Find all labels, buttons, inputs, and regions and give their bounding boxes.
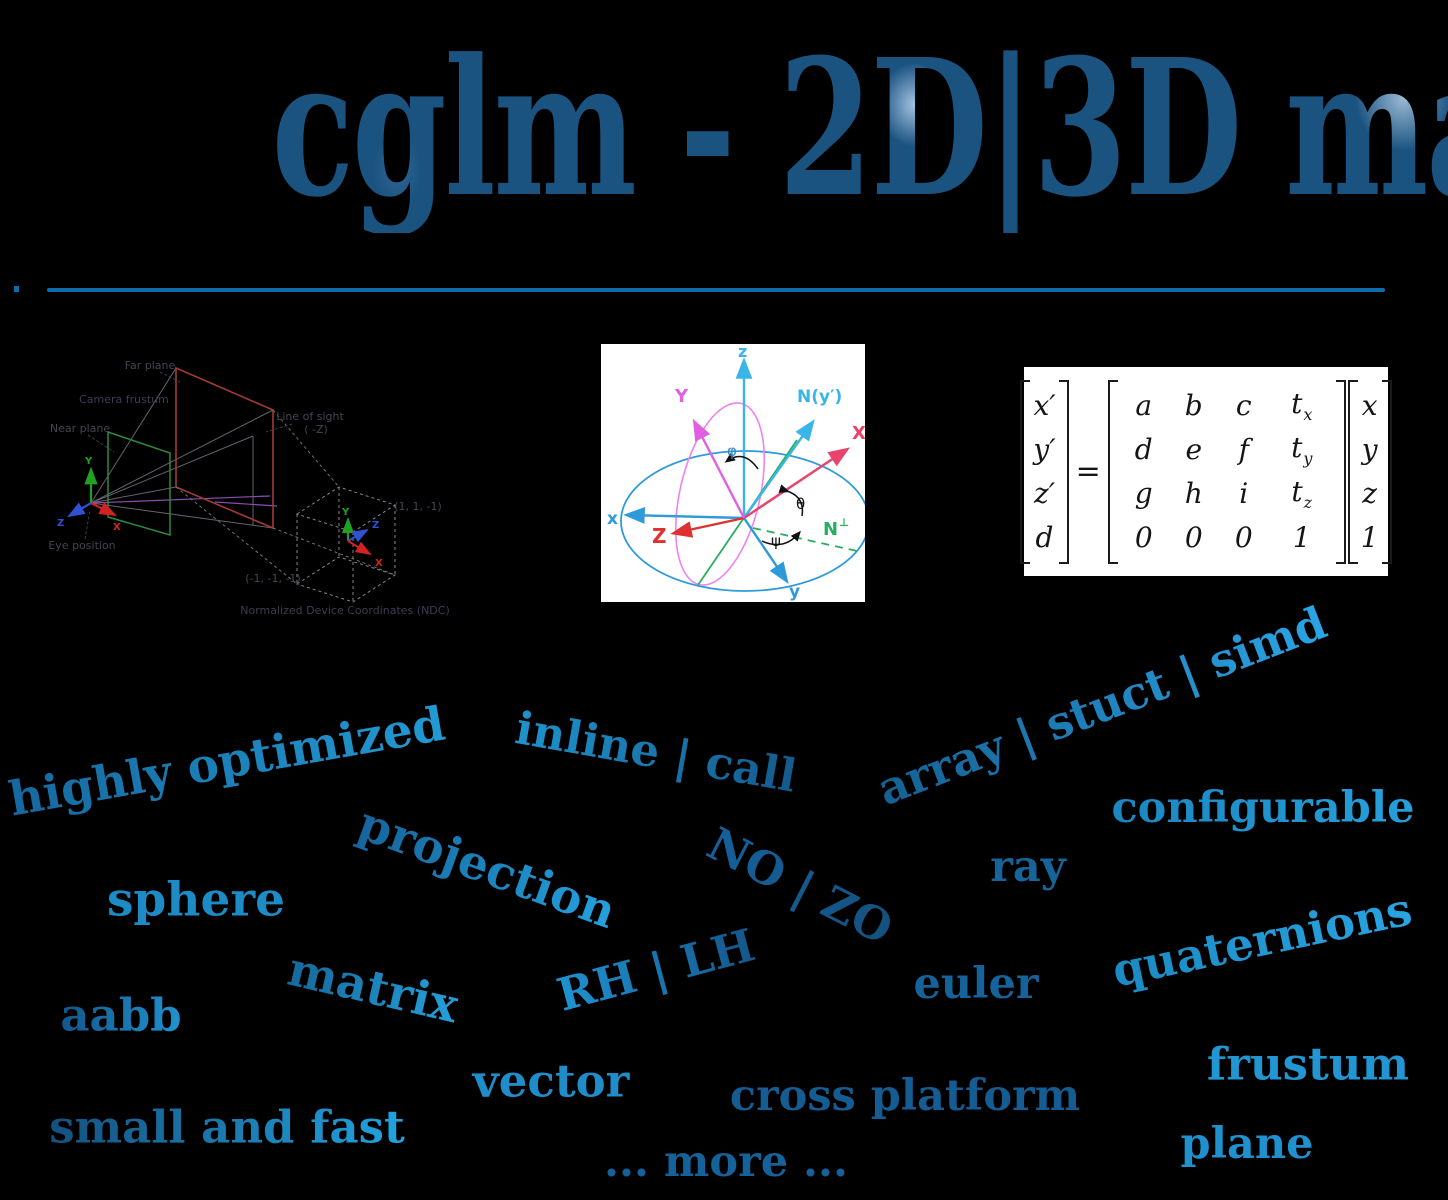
Z-axis-label: Z [652, 524, 667, 548]
word-vector: vector [472, 1054, 630, 1108]
eye-position-label: Eye position [48, 539, 115, 552]
matrix-row: d [1035, 521, 1054, 554]
matrix-cell: 0 [1134, 521, 1153, 554]
matrix-row: d e f ty [1121, 428, 1333, 472]
matrix-cell: f [1238, 433, 1249, 466]
matrix-cell: b [1184, 389, 1203, 422]
matrix-row: z′ [1033, 477, 1056, 510]
matrix-cell: a [1135, 389, 1153, 422]
matrix-row: g h i tz [1121, 472, 1333, 516]
euler-angles-diagram: z x y N(y′) X Z Y N ⊥ φ θ ψ [601, 344, 865, 602]
equals-sign: = [1075, 454, 1101, 489]
Y-axis-label: Y [674, 386, 689, 407]
matrix-cell: tz [1291, 475, 1313, 512]
matrix-lhs-vector: x′ y′ z′ d [1020, 379, 1069, 564]
matrix-row: x′ [1033, 389, 1056, 422]
matrix-cell: tx [1291, 387, 1313, 424]
word-aabb: aabb [60, 988, 182, 1042]
eye-axis-y-label: Y [84, 456, 93, 467]
matrix-cell: g [1134, 477, 1153, 510]
word-cross-platform: cross platform [729, 1071, 1081, 1121]
matrix-cell: ty [1291, 431, 1313, 468]
matrix-row: y [1361, 433, 1378, 466]
n-perp-label: N [823, 519, 838, 540]
divider-line [47, 288, 1385, 292]
phi-label: φ [727, 442, 737, 460]
theta-label: θ [796, 495, 805, 513]
node-axis-label: N(y′) [797, 387, 842, 407]
ndc-axis-z-label: Z [372, 520, 379, 531]
word-sphere: sphere [106, 872, 286, 928]
line-of-sight-line [90, 495, 278, 507]
matrix-cell: 0 [1234, 521, 1253, 554]
near-plane-label: Near plane [50, 422, 111, 435]
matrix-cell: 0 [1184, 521, 1203, 554]
ndc-cube [295, 486, 397, 603]
frustum-ndc-diagram: Far plane Camera frustum Near plane Line… [48, 359, 449, 617]
matrix-row: z [1362, 477, 1378, 510]
eye-axes [67, 466, 117, 518]
frustum-edge-lines [90, 367, 274, 529]
word-small-and-fast: small and fast [49, 1100, 405, 1154]
ndc-corner-top-label: (1, 1, -1) [394, 500, 442, 513]
line-of-sight-label-2: ( -Z) [304, 423, 328, 436]
y-axis-label: y [789, 582, 800, 602]
matrix-cell: h [1184, 477, 1203, 510]
matrix-cell: 1 [1292, 521, 1311, 554]
word-projection: projection [350, 796, 624, 940]
page-title: cglm - 2D|3D math [0, 26, 1448, 233]
word-inline-call: inline | call [511, 701, 801, 803]
eye-axis-z-label: Z [57, 518, 64, 529]
word-euler: euler [913, 959, 1039, 1009]
ndc-corner-bottom-label: (-1, -1, -1) [245, 572, 300, 585]
matrix-row: 1 [1360, 521, 1379, 554]
ndc-axis-x-label: X [375, 558, 383, 569]
divider-dot [14, 286, 19, 292]
n-perp-sup: ⊥ [839, 516, 849, 529]
angle-arcs [724, 453, 804, 546]
n-perp-dashed-line [752, 527, 858, 552]
z-axis-label: z [738, 344, 747, 361]
ndc-axis-y-label: Y [341, 507, 350, 518]
word-frustum: frustum [1206, 1037, 1410, 1091]
matrix-cell: d [1134, 433, 1153, 466]
x-axis-label: x [607, 509, 618, 529]
euler-bg [601, 344, 865, 602]
line-of-sight-label: Line of sight [276, 410, 344, 423]
word-ray: ray [990, 842, 1066, 892]
word-plane: plane [1180, 1119, 1314, 1169]
word-configurable: configurable [1111, 783, 1415, 833]
far-plane-label: Far plane [125, 359, 176, 372]
word-matrix: matrix [282, 941, 464, 1035]
ndc-caption: Normalized Device Coordinates (NDC) [240, 604, 449, 617]
label-pointers [84, 371, 293, 540]
euler-axes [623, 357, 850, 584]
eye-axis-x-label: X [113, 522, 121, 533]
matrix-cell: e [1185, 433, 1203, 466]
psi-label: ψ [771, 532, 781, 550]
matrix-cell: i [1239, 477, 1249, 510]
matrix-row: y′ [1033, 433, 1056, 466]
near-plane-quad [107, 430, 171, 536]
matrix-row: a b c tx [1121, 384, 1333, 428]
word-rh-lh: RH | LH [551, 918, 761, 1022]
ndc-axes [342, 517, 372, 556]
X-axis-label: X [852, 423, 865, 444]
mapping-dashed-lines [175, 409, 396, 585]
matrix-4x4: a b c tx d e f ty g h i tz 0 0 0 1 [1107, 379, 1346, 564]
word-more: ... more ... [604, 1137, 848, 1187]
matrix-row: x [1361, 389, 1378, 422]
matrix-cell: c [1235, 389, 1252, 422]
camera-frustum-label: Camera frustum [79, 393, 169, 406]
page-title-text: cglm - 2D|3D math [271, 26, 1448, 233]
word-quaternions: quaternions [1107, 882, 1417, 998]
